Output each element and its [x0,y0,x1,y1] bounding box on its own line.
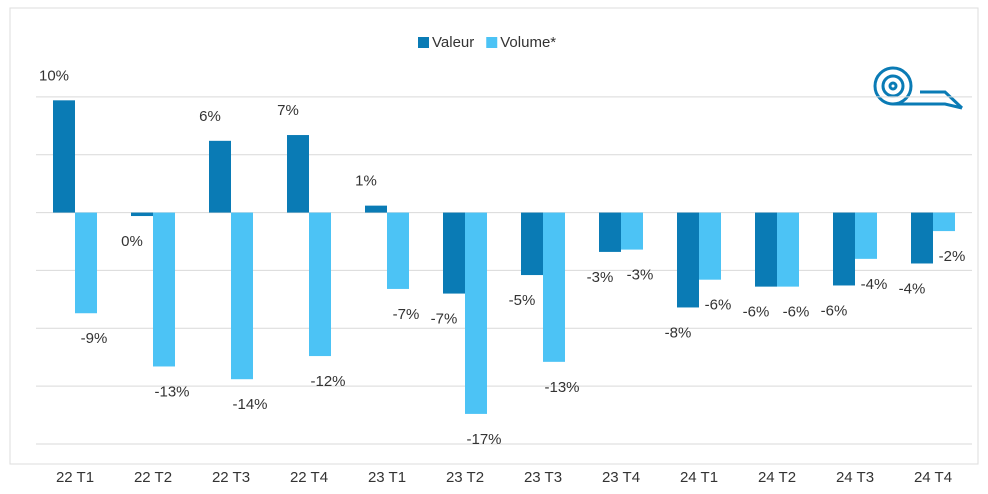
data-label: -3% [587,269,614,286]
data-label: 7% [277,102,299,119]
data-label: -12% [310,373,345,390]
bar [677,212,699,308]
bar [131,212,153,217]
x-tick-label: 23 T4 [602,469,640,486]
bar [755,212,777,287]
x-tick-label: 23 T3 [524,469,562,486]
x-tick-label: 24 T1 [680,469,718,486]
data-label: -3% [627,267,654,284]
bar [699,212,721,280]
chart-frame [9,7,979,465]
data-label: -4% [899,280,926,297]
data-label: -6% [705,297,732,314]
data-label: -17% [466,431,501,448]
bar [855,212,877,259]
legend-swatch [486,37,498,48]
bar [443,212,465,294]
data-label: -5% [509,292,536,309]
x-tick-label: 22 T3 [212,469,250,486]
legend-label: Valeur [432,34,474,51]
bar [153,212,175,367]
bar [53,100,75,213]
x-tick-label: 24 T3 [836,469,874,486]
bar [833,212,855,286]
x-tick-label: 22 T4 [290,469,328,486]
bar [599,212,621,252]
data-label: -4% [861,276,888,293]
legend-label: Volume* [500,34,556,51]
bar [287,135,309,213]
data-label: -7% [431,311,458,328]
data-label: -9% [81,330,108,347]
x-tick-label: 23 T2 [446,469,484,486]
bar [365,205,387,213]
data-label: -2% [939,248,966,265]
x-tick-label: 24 T2 [758,469,796,486]
data-label: -13% [154,383,189,400]
legend-swatch [418,37,429,48]
bar [231,212,253,380]
data-label: 0% [121,233,143,250]
bar [209,140,231,213]
bar [75,212,97,314]
data-label: -7% [393,306,420,323]
bar [465,212,487,414]
bar [621,212,643,250]
x-tick-label: 24 T4 [914,469,952,486]
data-label: -6% [743,304,770,321]
roll-icon [873,66,964,110]
data-label: -8% [665,324,692,341]
data-label: 1% [355,173,377,190]
bar [933,212,955,232]
data-label: 6% [199,108,221,125]
bar [387,212,409,289]
bar [543,212,565,362]
x-tick-label: 22 T1 [56,469,94,486]
bar [521,212,543,276]
bar [911,212,933,264]
x-tick-label: 22 T2 [134,469,172,486]
bar [309,212,331,357]
data-label: -6% [783,304,810,321]
data-label: 10% [39,67,69,84]
data-label: -14% [232,396,267,413]
data-label: -13% [544,379,579,396]
x-tick-label: 23 T1 [368,469,406,486]
bar [777,212,799,287]
data-label: -6% [821,302,848,319]
